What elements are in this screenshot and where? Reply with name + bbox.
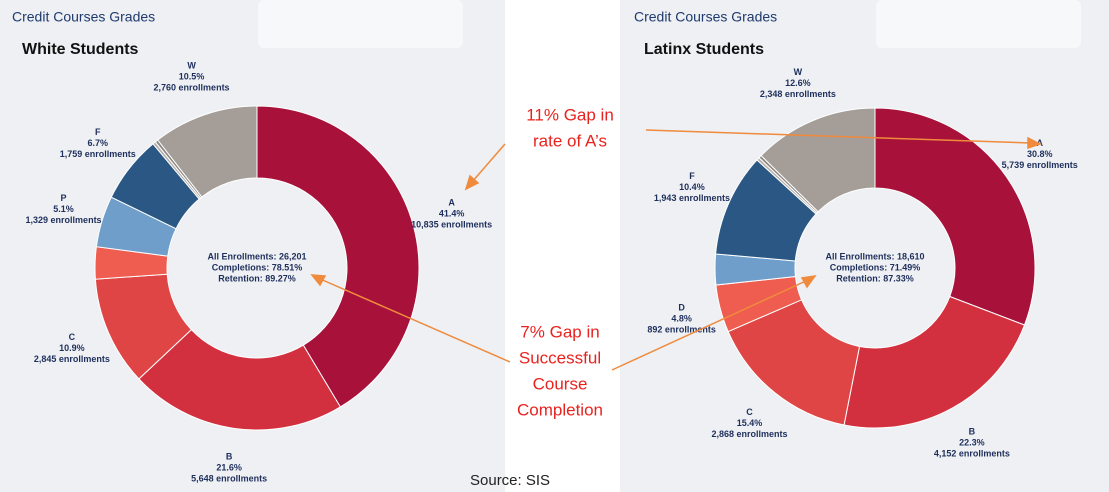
slice-label: A — [448, 197, 455, 207]
center-text: Retention: 89.27% — [218, 273, 296, 283]
slice-percent: 30.8% — [1027, 149, 1053, 159]
slice-percent: 15.4% — [737, 418, 763, 428]
annotation: rate of A’s — [533, 131, 607, 150]
slice-percent: 12.6% — [785, 78, 811, 88]
arrows — [310, 129, 1042, 371]
center-text: Completions: 78.51% — [212, 262, 303, 272]
slice — [874, 107, 1036, 326]
chart-title: Credit Courses Grades — [634, 9, 777, 25]
box — [258, 0, 463, 48]
slice-label: C — [746, 407, 753, 417]
annotation: Successful — [519, 348, 601, 367]
slice-label: F — [95, 127, 101, 137]
center-text: All Enrollments: 26,201 — [207, 251, 306, 261]
slice-percent: 4.8% — [671, 313, 692, 323]
slice — [843, 295, 1026, 429]
annotation: 7% Gap in — [520, 322, 599, 341]
slice-enrollments: 1,329 enrollments — [26, 215, 102, 225]
slice-label: B — [969, 426, 976, 436]
arrowhead — [1027, 136, 1042, 150]
slice-percent: 41.4% — [439, 208, 465, 218]
slice-label: P — [61, 193, 67, 203]
slice-percent: 5.1% — [53, 204, 74, 214]
chart-subtitle: Latinx Students — [644, 41, 764, 58]
chart-title: Credit Courses Grades — [12, 9, 155, 25]
chart-subtitle: White Students — [22, 41, 139, 58]
source: Source: SIS — [470, 472, 550, 489]
slice-enrollments: 2,868 enrollments — [711, 429, 787, 439]
slice-percent: 21.6% — [216, 462, 242, 472]
arrow — [611, 279, 809, 371]
slice-percent: 6.7% — [88, 138, 109, 148]
slice-label: W — [794, 67, 803, 77]
slice-label: C — [69, 332, 76, 342]
slice — [157, 105, 258, 198]
slice-enrollments: 2,348 enrollments — [760, 89, 836, 99]
slice-enrollments: 2,760 enrollments — [154, 82, 230, 92]
arrowhead — [800, 274, 817, 289]
annotation: 11% Gap in — [526, 105, 614, 124]
slice-label: D — [678, 302, 685, 312]
slice-enrollments: 5,648 enrollments — [191, 473, 267, 483]
slice-enrollments: 2,845 enrollments — [34, 354, 110, 364]
slice-enrollments: 4,152 enrollments — [934, 448, 1010, 458]
box — [876, 0, 1081, 48]
slice-label: B — [226, 451, 233, 461]
slice-enrollments: 892 enrollments — [647, 324, 716, 334]
center-text: All Enrollments: 18,610 — [825, 251, 924, 261]
arrowhead — [464, 174, 480, 191]
slice-percent: 10.5% — [179, 71, 205, 81]
slice — [138, 328, 342, 431]
slice-percent: 10.4% — [679, 182, 705, 192]
arrow — [317, 277, 511, 363]
center-text: Completions: 71.49% — [830, 262, 921, 272]
slice-enrollments: 1,943 enrollments — [654, 193, 730, 203]
arrow — [471, 143, 506, 183]
slice-enrollments: 1,759 enrollments — [60, 149, 136, 159]
annotation: Completion — [517, 400, 603, 419]
slice — [256, 105, 420, 408]
slice-label: A — [1036, 138, 1043, 148]
slice-enrollments: 5,739 enrollments — [1002, 160, 1078, 170]
slice-label: F — [689, 171, 695, 181]
annotation: Course — [533, 374, 588, 393]
slice-percent: 10.9% — [59, 343, 85, 353]
slice — [760, 107, 876, 213]
slice-label: W — [187, 60, 196, 70]
arrow — [645, 129, 1031, 144]
center-text: Retention: 87.33% — [836, 273, 914, 283]
arrowhead — [310, 274, 327, 287]
slice-percent: 22.3% — [959, 437, 985, 447]
slice-enrollments: 10,835 enrollments — [411, 219, 492, 229]
